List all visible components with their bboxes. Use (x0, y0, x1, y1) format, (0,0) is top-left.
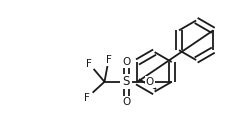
Text: F: F (86, 59, 92, 69)
Text: S: S (123, 75, 130, 88)
Text: F: F (84, 93, 90, 103)
Text: O: O (122, 96, 130, 106)
Text: O: O (146, 77, 154, 87)
Text: O: O (122, 57, 130, 67)
Text: F: F (106, 55, 111, 65)
